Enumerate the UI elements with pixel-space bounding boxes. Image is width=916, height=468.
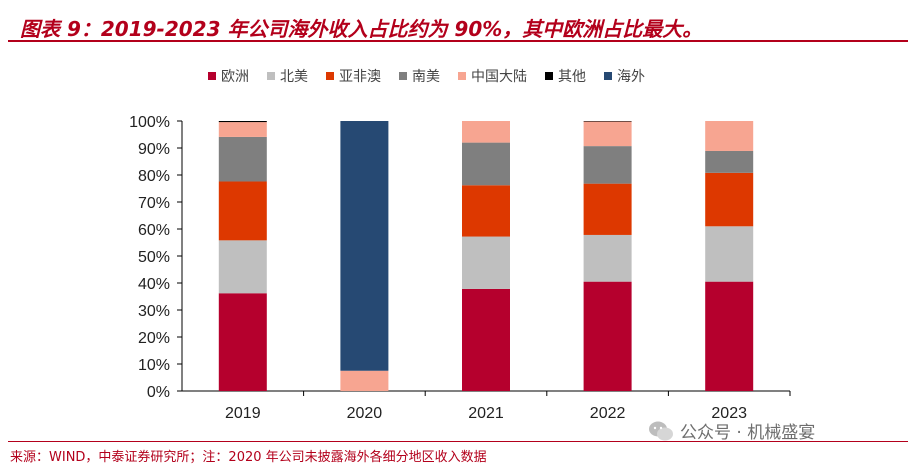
legend-swatch bbox=[399, 72, 407, 80]
legend-item: 中国大陆 bbox=[458, 66, 527, 86]
page-title: 图表 9：2019-2023 年公司海外收入占比约为 90%，其中欧洲占比最大。 bbox=[20, 17, 703, 41]
legend-swatch bbox=[267, 72, 275, 80]
bar-segment bbox=[705, 121, 754, 151]
y-tick-label: 50% bbox=[138, 249, 170, 266]
y-tick-label: 10% bbox=[138, 357, 170, 374]
bar-segment bbox=[218, 122, 267, 137]
bar-segment bbox=[583, 234, 632, 282]
source-note: 来源：WIND，中泰证券研究所；注：2020 年公司未披露海外各细分地区收入数据 bbox=[10, 450, 487, 465]
legend-item: 南美 bbox=[399, 66, 440, 86]
title-bar: 图表 9：2019-2023 年公司海外收入占比约为 90%，其中欧洲占比最大。 bbox=[8, 10, 908, 42]
y-tick-label: 30% bbox=[138, 303, 170, 320]
legend-label: 北美 bbox=[280, 69, 308, 85]
y-tick-label: 70% bbox=[138, 195, 170, 212]
legend-item: 欧洲 bbox=[208, 66, 249, 86]
bar-segment bbox=[462, 142, 510, 186]
bar-segment bbox=[218, 121, 267, 123]
y-tick-label: 60% bbox=[138, 222, 170, 239]
y-tick-label: 0% bbox=[147, 384, 170, 401]
legend-label: 其他 bbox=[558, 69, 586, 85]
watermark: 公众号 · 机械盛宴 bbox=[648, 418, 815, 443]
stacked-bar-chart: 0% 10% 20% 30% 40% 50% 60% 70% 80% 90% 100% 2019 202… bbox=[129, 114, 791, 422]
bar-segment bbox=[218, 181, 267, 241]
x-tick-label: 2023 bbox=[711, 405, 747, 422]
bar-segment bbox=[218, 240, 267, 294]
legend-swatch bbox=[545, 72, 553, 80]
legend-swatch bbox=[326, 72, 334, 80]
y-tick-label: 90% bbox=[138, 141, 170, 158]
legend-label: 中国大陆 bbox=[471, 69, 527, 85]
footer-divider bbox=[8, 441, 908, 442]
bar-segment bbox=[218, 293, 267, 391]
bar-segment bbox=[705, 281, 754, 391]
legend-item: 北美 bbox=[267, 66, 308, 86]
legend-item: 其他 bbox=[545, 66, 586, 86]
bar-segment bbox=[705, 150, 754, 173]
bar-segment bbox=[705, 226, 754, 282]
chart-legend: 欧洲 北美 亚非澳 南美 中国大陆 其他 海外 bbox=[208, 66, 645, 86]
watermark-text: 公众号 · 机械盛宴 bbox=[680, 423, 816, 443]
bar-segment bbox=[340, 121, 389, 371]
bar-segment bbox=[340, 370, 389, 391]
legend-swatch bbox=[208, 72, 216, 80]
bar-segment bbox=[462, 185, 510, 237]
wechat-icon bbox=[649, 421, 673, 440]
bar-segment bbox=[583, 121, 632, 147]
bar-segment bbox=[462, 121, 510, 143]
legend-item: 海外 bbox=[604, 66, 645, 86]
bar-segment bbox=[583, 146, 632, 184]
legend-label: 亚非澳 bbox=[339, 69, 381, 85]
bar-segment bbox=[705, 172, 754, 227]
y-tick-label: 20% bbox=[138, 330, 170, 347]
y-tick-label: 80% bbox=[138, 168, 170, 185]
bar-segment bbox=[218, 136, 267, 182]
legend-label: 南美 bbox=[412, 69, 440, 85]
x-tick-label: 2020 bbox=[347, 405, 383, 422]
legend-label: 海外 bbox=[617, 69, 645, 85]
bar-segment bbox=[462, 236, 510, 289]
y-tick-label: 40% bbox=[138, 276, 170, 293]
bar-segment bbox=[583, 281, 632, 391]
legend-swatch bbox=[458, 72, 466, 80]
bar-segment bbox=[462, 288, 510, 391]
bar-segment bbox=[583, 121, 632, 122]
bar-segment bbox=[583, 183, 632, 235]
x-tick-label: 2022 bbox=[590, 405, 626, 422]
legend-item: 亚非澳 bbox=[326, 66, 381, 86]
x-tick-label: 2019 bbox=[225, 405, 261, 422]
x-tick-label: 2021 bbox=[468, 405, 504, 422]
legend-label: 欧洲 bbox=[221, 69, 249, 85]
y-tick-label: 100% bbox=[129, 114, 170, 131]
legend-swatch bbox=[604, 72, 612, 80]
